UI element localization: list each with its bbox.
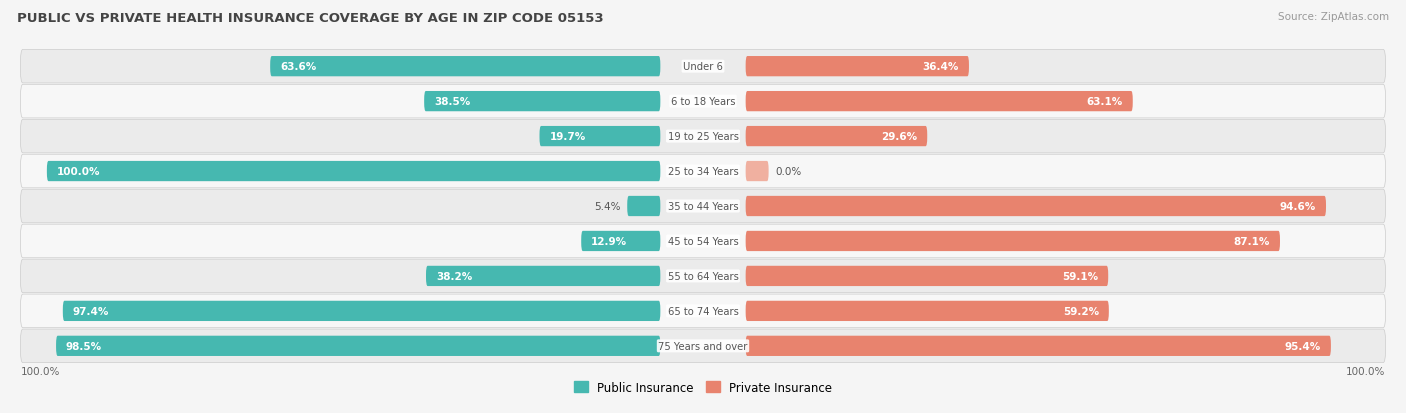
FancyBboxPatch shape bbox=[63, 301, 661, 321]
FancyBboxPatch shape bbox=[627, 197, 661, 216]
Text: 55 to 64 Years: 55 to 64 Years bbox=[668, 271, 738, 281]
FancyBboxPatch shape bbox=[745, 57, 969, 77]
Text: 0.0%: 0.0% bbox=[775, 166, 801, 177]
FancyBboxPatch shape bbox=[426, 266, 661, 286]
Text: 36.4%: 36.4% bbox=[922, 62, 959, 72]
FancyBboxPatch shape bbox=[745, 161, 769, 182]
Text: PUBLIC VS PRIVATE HEALTH INSURANCE COVERAGE BY AGE IN ZIP CODE 05153: PUBLIC VS PRIVATE HEALTH INSURANCE COVER… bbox=[17, 12, 603, 25]
Text: 100.0%: 100.0% bbox=[56, 166, 100, 177]
FancyBboxPatch shape bbox=[425, 92, 661, 112]
Legend: Public Insurance, Private Insurance: Public Insurance, Private Insurance bbox=[569, 376, 837, 399]
Text: 87.1%: 87.1% bbox=[1234, 236, 1270, 247]
Text: 19 to 25 Years: 19 to 25 Years bbox=[668, 132, 738, 142]
Text: 100.0%: 100.0% bbox=[1346, 366, 1385, 376]
FancyBboxPatch shape bbox=[21, 85, 1385, 119]
Text: 65 to 74 Years: 65 to 74 Years bbox=[668, 306, 738, 316]
FancyBboxPatch shape bbox=[745, 266, 1108, 286]
FancyBboxPatch shape bbox=[46, 161, 661, 182]
Text: 75 Years and over: 75 Years and over bbox=[658, 341, 748, 351]
Text: 94.6%: 94.6% bbox=[1279, 202, 1316, 211]
FancyBboxPatch shape bbox=[21, 50, 1385, 84]
FancyBboxPatch shape bbox=[21, 329, 1385, 363]
Text: 12.9%: 12.9% bbox=[591, 236, 627, 247]
FancyBboxPatch shape bbox=[21, 294, 1385, 328]
Text: Under 6: Under 6 bbox=[683, 62, 723, 72]
Text: 100.0%: 100.0% bbox=[21, 366, 60, 376]
Text: 29.6%: 29.6% bbox=[882, 132, 917, 142]
FancyBboxPatch shape bbox=[745, 127, 927, 147]
FancyBboxPatch shape bbox=[56, 336, 661, 356]
FancyBboxPatch shape bbox=[540, 127, 661, 147]
Text: 97.4%: 97.4% bbox=[73, 306, 110, 316]
Text: Source: ZipAtlas.com: Source: ZipAtlas.com bbox=[1278, 12, 1389, 22]
Text: 63.6%: 63.6% bbox=[280, 62, 316, 72]
FancyBboxPatch shape bbox=[21, 259, 1385, 293]
Text: 98.5%: 98.5% bbox=[66, 341, 103, 351]
Text: 38.5%: 38.5% bbox=[434, 97, 470, 107]
FancyBboxPatch shape bbox=[745, 197, 1326, 216]
Text: 95.4%: 95.4% bbox=[1285, 341, 1322, 351]
Text: 35 to 44 Years: 35 to 44 Years bbox=[668, 202, 738, 211]
Text: 5.4%: 5.4% bbox=[595, 202, 620, 211]
Text: 59.2%: 59.2% bbox=[1063, 306, 1099, 316]
FancyBboxPatch shape bbox=[21, 225, 1385, 258]
FancyBboxPatch shape bbox=[745, 301, 1109, 321]
FancyBboxPatch shape bbox=[21, 120, 1385, 154]
Text: 59.1%: 59.1% bbox=[1063, 271, 1098, 281]
FancyBboxPatch shape bbox=[745, 336, 1331, 356]
FancyBboxPatch shape bbox=[270, 57, 661, 77]
FancyBboxPatch shape bbox=[745, 231, 1279, 252]
Text: 19.7%: 19.7% bbox=[550, 132, 585, 142]
FancyBboxPatch shape bbox=[21, 155, 1385, 188]
Text: 63.1%: 63.1% bbox=[1087, 97, 1123, 107]
FancyBboxPatch shape bbox=[581, 231, 661, 252]
FancyBboxPatch shape bbox=[21, 190, 1385, 223]
FancyBboxPatch shape bbox=[745, 92, 1133, 112]
Text: 6 to 18 Years: 6 to 18 Years bbox=[671, 97, 735, 107]
Text: 38.2%: 38.2% bbox=[436, 271, 472, 281]
Text: 45 to 54 Years: 45 to 54 Years bbox=[668, 236, 738, 247]
Text: 25 to 34 Years: 25 to 34 Years bbox=[668, 166, 738, 177]
